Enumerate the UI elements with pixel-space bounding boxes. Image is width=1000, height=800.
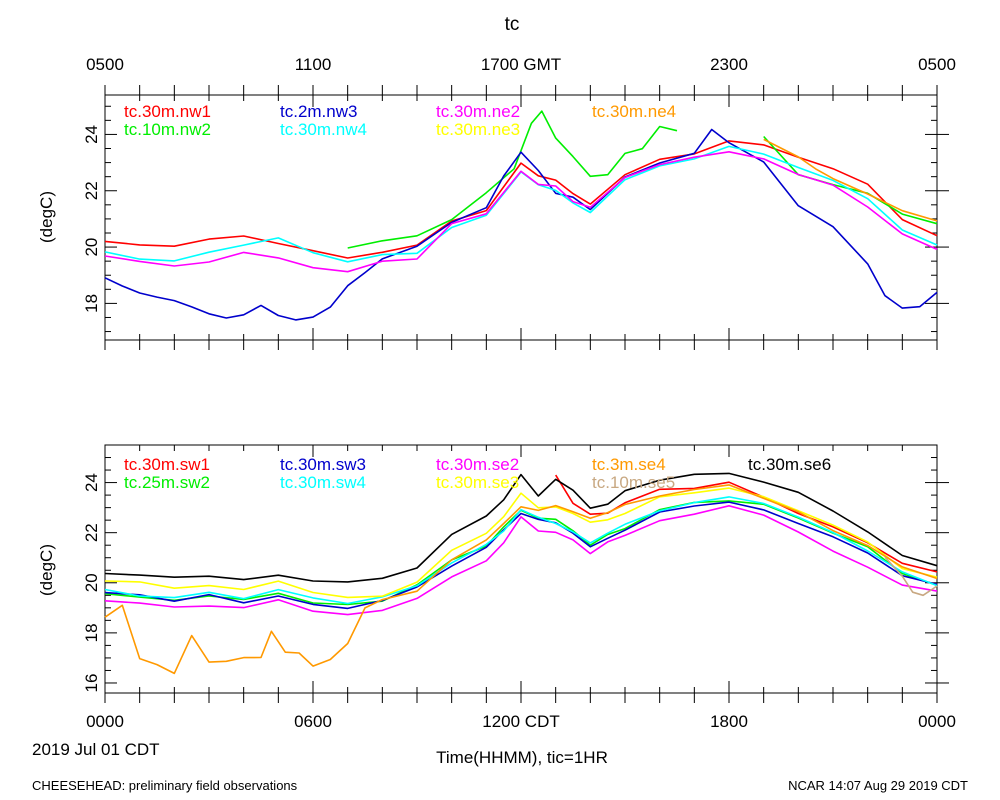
bottom-time-label: 1200 CDT bbox=[482, 712, 559, 731]
series-line-tc-2m-nw3 bbox=[104, 128, 938, 321]
series-line-tc-30m-se3 bbox=[104, 487, 938, 599]
bottom-axis-tick-labels: 0000 0600 1200 CDT 1800 0000 bbox=[86, 712, 956, 731]
x-axis-label: Time(HHMM), tic=1HR bbox=[436, 748, 608, 767]
bottom-time-label: 0000 bbox=[918, 712, 956, 731]
legend-entry-tc-10m-se5: tc.10m.se5 bbox=[592, 473, 675, 492]
top-time-label: 0500 bbox=[918, 55, 956, 74]
series-line-tc-30m-se6 bbox=[104, 472, 938, 583]
legend-entry-tc-30m-sw4: tc.30m.sw4 bbox=[280, 473, 366, 492]
top-y-axis-label: (degC) bbox=[37, 191, 56, 243]
series-line-tc-30m-sw1 bbox=[555, 474, 938, 573]
top-time-label: 0500 bbox=[86, 55, 124, 74]
series-line-tc-30m-sw4 bbox=[104, 496, 938, 605]
top-axis-tick-labels: 0500 1100 1700 GMT 2300 0500 bbox=[86, 55, 956, 74]
series-line-tc-3m-se4 bbox=[104, 484, 938, 675]
top-ytick-label: 22 bbox=[82, 181, 101, 200]
bottom-axis-ticks bbox=[104, 444, 949, 703]
bottom-plot-frame bbox=[104, 444, 938, 694]
top-ytick-label: 20 bbox=[82, 238, 101, 257]
date-label: 2019 Jul 01 CDT bbox=[32, 740, 160, 759]
top-series-group bbox=[104, 110, 938, 321]
legend-entry-tc-30m-ne4: tc.30m.ne4 bbox=[592, 102, 676, 121]
legend-entry-tc-30m-nw1: tc.30m.nw1 bbox=[124, 102, 211, 121]
series-line-tc-30m-se2 bbox=[104, 505, 938, 616]
legend-entry-tc-30m-nw4: tc.30m.nw4 bbox=[280, 120, 367, 139]
top-time-label: 2300 bbox=[710, 55, 748, 74]
legend-entry-tc-2m-nw3: tc.2m.nw3 bbox=[280, 102, 357, 121]
bottom-time-label: 0000 bbox=[86, 712, 124, 731]
series-line-tc-30m-ne4 bbox=[763, 138, 938, 222]
top-plot-frame bbox=[104, 94, 938, 341]
legend-entry-tc-30m-ne3: tc.30m.ne3 bbox=[436, 120, 520, 139]
top-ytick-label: 18 bbox=[82, 294, 101, 313]
legend-entry-tc-30m-ne2: tc.30m.ne2 bbox=[436, 102, 520, 121]
bottom-y-axis-label: (degC) bbox=[37, 544, 56, 596]
series-line-tc-10m-se5 bbox=[884, 556, 938, 597]
top-time-label: 1100 bbox=[295, 55, 332, 74]
legend-entry-tc-3m-se4: tc.3m.se4 bbox=[592, 455, 666, 474]
series-line-tc-30m-nw1 bbox=[104, 140, 938, 259]
top-axis-ticks bbox=[104, 85, 949, 350]
legend-entry-tc-30m-se6: tc.30m.se6 bbox=[748, 455, 831, 474]
bottom-ytick-label: 18 bbox=[82, 623, 101, 642]
bottom-ytick-label: 20 bbox=[82, 573, 101, 592]
footer-right: NCAR 14:07 Aug 29 2019 CDT bbox=[788, 778, 968, 793]
footer-left: CHEESEHEAD: preliminary field observatio… bbox=[32, 778, 298, 793]
legend-entry-tc-30m-sw3: tc.30m.sw3 bbox=[280, 455, 366, 474]
chart-title: tc bbox=[505, 14, 520, 35]
legend-entry-tc-10m-nw2: tc.10m.nw2 bbox=[124, 120, 211, 139]
series-line-tc-30m-ne2 bbox=[104, 151, 938, 273]
legend-entry-tc-30m-se3: tc.30m.se3 bbox=[436, 473, 519, 492]
legend-entry-tc-30m-sw1: tc.30m.sw1 bbox=[124, 455, 210, 474]
top-y-tick-labels: 18 20 22 24 bbox=[82, 125, 101, 313]
bottom-time-label: 0600 bbox=[294, 712, 332, 731]
bottom-ytick-label: 22 bbox=[82, 523, 101, 542]
series-line-tc-30m-sw3 bbox=[104, 501, 938, 610]
bottom-y-tick-labels: 16 18 20 22 24 bbox=[82, 473, 101, 692]
top-ytick-label: 24 bbox=[82, 125, 101, 144]
bottom-ytick-label: 16 bbox=[82, 674, 101, 693]
top-time-label: 1700 GMT bbox=[481, 55, 561, 74]
bottom-series-group bbox=[104, 472, 938, 675]
bottom-ytick-label: 24 bbox=[82, 473, 101, 492]
bottom-time-label: 1800 bbox=[710, 712, 748, 731]
legend-entry-tc-25m-sw2: tc.25m.sw2 bbox=[124, 473, 210, 492]
legend-entry-tc-30m-se2: tc.30m.se2 bbox=[436, 455, 519, 474]
